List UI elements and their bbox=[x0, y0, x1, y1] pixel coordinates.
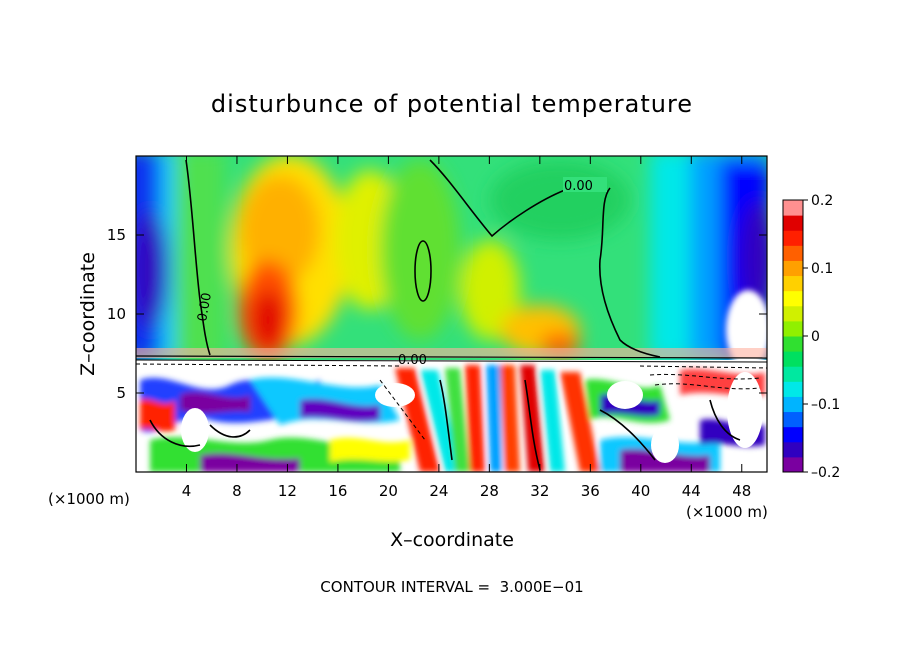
x-tick-label: 28 bbox=[480, 482, 499, 500]
colorbar-band bbox=[783, 381, 803, 397]
x-tick-label: 24 bbox=[429, 482, 448, 500]
contour-label: 0.00 bbox=[564, 179, 593, 194]
colorbar-band bbox=[783, 441, 803, 458]
contour-label: 0.00 bbox=[195, 292, 215, 323]
colorbar bbox=[782, 199, 804, 473]
colorbar-tick-label: 0 bbox=[811, 329, 820, 345]
colorbar-tick-label: –0.2 bbox=[811, 465, 840, 481]
y-axis-label: Z–coordinate bbox=[77, 252, 99, 376]
y-axis: 5 10 15 bbox=[107, 226, 767, 402]
x-tick-label: 16 bbox=[328, 482, 347, 500]
x-tick-label: 20 bbox=[379, 482, 398, 500]
colorbar-band bbox=[783, 426, 803, 443]
colorbar-tick-label: 0.2 bbox=[811, 193, 833, 209]
colorbar-band bbox=[783, 275, 803, 292]
colorbar-band bbox=[783, 320, 803, 337]
colorbar-band bbox=[783, 396, 803, 413]
x-tick-label: 36 bbox=[581, 482, 600, 500]
plot-area bbox=[136, 156, 767, 472]
colorbar-band bbox=[783, 200, 803, 216]
colorbar-band bbox=[783, 366, 803, 382]
colorbar-band bbox=[783, 230, 803, 246]
colorbar-axis: 0.2 0.1 0 –0.1 –0.2 bbox=[803, 193, 840, 481]
x-tick-label: 32 bbox=[530, 482, 549, 500]
colorbar-band bbox=[783, 290, 803, 307]
colorbar-band bbox=[783, 456, 803, 473]
y-tick-label: 5 bbox=[116, 384, 126, 402]
y-tick-label: 10 bbox=[107, 305, 126, 323]
colorbar-band bbox=[783, 351, 803, 367]
x-tick-label: 40 bbox=[631, 482, 650, 500]
x-tick-label: 4 bbox=[182, 482, 192, 500]
colorbar-tick-label: –0.1 bbox=[811, 397, 840, 413]
colorbar-band bbox=[783, 260, 803, 277]
x-tick-label: 12 bbox=[278, 482, 297, 500]
x-tick-label: 44 bbox=[682, 482, 701, 500]
x-axis-label: X–coordinate bbox=[390, 529, 514, 551]
colorbar-band bbox=[783, 411, 803, 428]
y-tick-label: 15 bbox=[107, 226, 126, 244]
contour-label: 0.00 bbox=[398, 353, 427, 368]
x-axis: 4 8 12 16 20 24 28 32 36 40 44 48 bbox=[182, 156, 751, 500]
x-tick-label: 8 bbox=[232, 482, 242, 500]
contour-interval-note: CONTOUR INTERVAL = 3.000E−01 bbox=[320, 578, 583, 596]
chart-title: disturbunce of potential temperature bbox=[211, 90, 693, 118]
colorbar-tick-label: 0.1 bbox=[811, 261, 833, 277]
x-unit-right: (×1000 m) bbox=[686, 503, 768, 521]
colorbar-band bbox=[783, 336, 803, 352]
colorbar-band bbox=[783, 305, 803, 322]
x-unit-left: (×1000 m) bbox=[48, 490, 130, 508]
colorbar-band bbox=[783, 245, 803, 261]
x-tick-label: 48 bbox=[732, 482, 751, 500]
colorbar-band bbox=[783, 215, 803, 231]
